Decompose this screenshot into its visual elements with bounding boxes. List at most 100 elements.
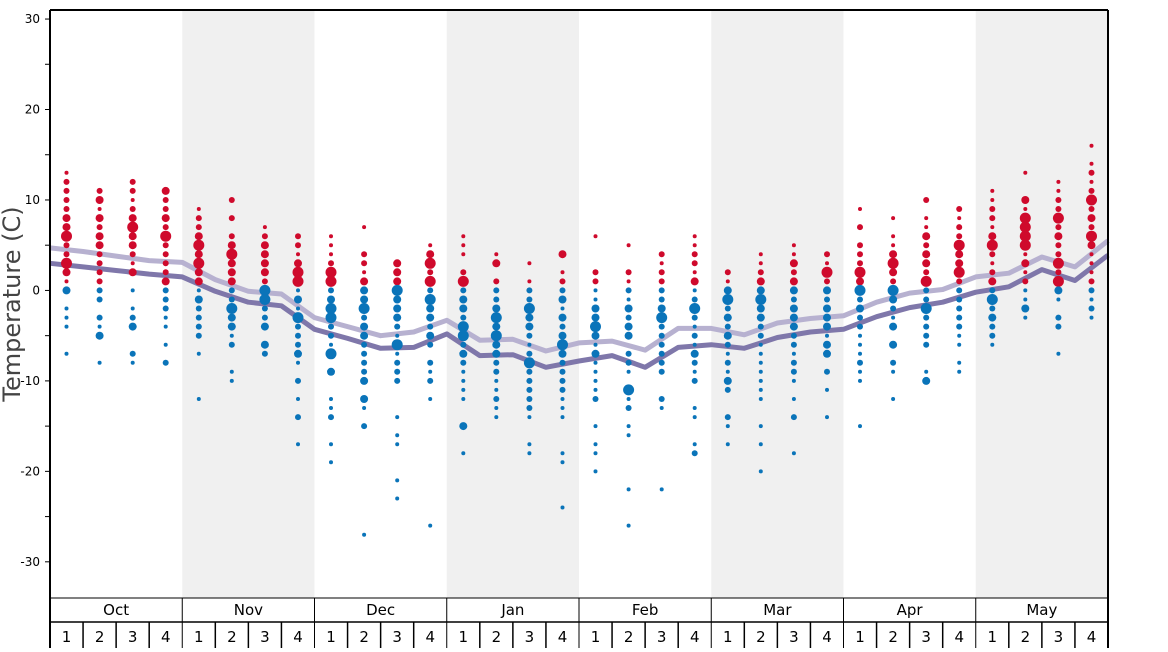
warm-dot xyxy=(292,266,304,278)
warm-dot xyxy=(63,206,70,212)
cold-dot xyxy=(325,303,337,314)
cold-dot xyxy=(657,304,666,313)
cold-dot xyxy=(789,304,798,313)
cold-dot xyxy=(461,369,466,374)
warm-dot xyxy=(195,215,202,222)
warm-dot xyxy=(461,234,466,239)
cold-dot xyxy=(129,314,136,321)
cold-dot xyxy=(990,342,995,347)
cold-dot xyxy=(723,331,732,340)
warm-dot xyxy=(362,225,367,230)
cold-dot xyxy=(922,376,931,385)
cold-dot xyxy=(296,288,300,293)
cold-dot xyxy=(558,349,567,358)
cold-dot xyxy=(724,341,731,348)
cold-dot xyxy=(956,296,963,303)
cold-dot xyxy=(957,360,962,365)
week-label: 4 xyxy=(558,628,568,646)
warm-dot xyxy=(725,279,730,284)
warm-dot xyxy=(96,224,103,231)
cold-dot xyxy=(724,323,731,330)
warm-dot xyxy=(890,278,897,285)
week-label: 1 xyxy=(194,628,204,646)
cold-dot xyxy=(593,297,598,302)
cold-dot xyxy=(296,442,300,447)
warm-dot xyxy=(891,216,896,221)
warm-dot xyxy=(424,275,436,287)
cold-dot xyxy=(327,295,335,304)
warm-dot xyxy=(194,268,203,277)
warm-dot xyxy=(955,250,964,259)
cold-dot xyxy=(558,313,567,322)
warm-dot xyxy=(756,277,765,286)
cold-dot xyxy=(361,368,368,375)
cold-dot xyxy=(626,523,631,528)
cold-dot xyxy=(96,287,103,294)
cold-dot xyxy=(461,378,466,383)
cold-dot xyxy=(790,368,797,375)
warm-dot xyxy=(328,260,334,267)
cold-dot xyxy=(658,296,665,303)
cold-dot xyxy=(956,314,963,321)
cold-dot xyxy=(362,532,367,537)
warm-dot xyxy=(228,215,235,222)
warm-dot xyxy=(1055,242,1062,249)
cold-dot xyxy=(891,369,896,374)
warm-dot xyxy=(1055,197,1062,203)
cold-dot xyxy=(393,295,402,304)
cold-dot xyxy=(459,422,468,431)
cold-dot xyxy=(229,369,234,374)
week-label: 2 xyxy=(888,628,898,646)
cold-dot xyxy=(1056,297,1061,302)
warm-dot xyxy=(362,270,367,275)
cold-dot xyxy=(791,397,796,401)
warm-dot xyxy=(260,250,269,259)
cold-dot xyxy=(227,322,236,331)
month-label: Oct xyxy=(103,601,129,619)
warm-dot xyxy=(922,259,931,268)
cold-dot xyxy=(789,286,798,295)
cold-dot xyxy=(394,368,401,375)
warm-dot xyxy=(325,266,337,278)
cold-dot xyxy=(691,332,698,339)
cold-dot xyxy=(658,350,665,357)
cold-dot xyxy=(294,295,302,304)
cold-dot xyxy=(97,360,102,365)
week-label: 3 xyxy=(525,628,535,646)
warm-dot xyxy=(1055,269,1062,276)
cold-dot xyxy=(394,323,401,330)
week-label: 2 xyxy=(492,628,502,646)
cold-dot xyxy=(756,286,765,295)
cold-dot xyxy=(494,378,499,383)
cold-dot xyxy=(592,396,599,402)
cold-dot xyxy=(857,359,863,366)
warm-dot xyxy=(889,250,898,259)
cold-dot xyxy=(325,312,337,324)
cold-dot xyxy=(625,287,632,294)
warm-dot xyxy=(95,232,104,241)
warm-dot xyxy=(130,261,135,266)
cold-dot xyxy=(755,294,767,305)
warm-dot xyxy=(1022,278,1029,285)
upper-line xyxy=(49,238,1110,354)
warm-dot xyxy=(1052,212,1064,224)
cold-dot xyxy=(295,377,301,384)
cold-dot xyxy=(558,295,567,304)
cold-dot xyxy=(490,312,502,324)
warm-dot xyxy=(227,241,236,250)
cold-dot xyxy=(559,359,566,366)
cold-dot xyxy=(559,386,566,393)
cold-dot xyxy=(724,305,731,312)
warm-dot xyxy=(325,275,337,287)
warm-dot xyxy=(923,197,930,203)
warm-dot xyxy=(97,207,102,211)
cold-dot xyxy=(526,350,533,357)
cold-dot xyxy=(361,359,368,366)
cold-dot xyxy=(195,332,202,339)
warm-dot xyxy=(990,261,995,266)
warm-dot xyxy=(1088,187,1095,194)
cold-dot xyxy=(591,313,600,322)
cold-dot xyxy=(625,359,632,366)
warm-dot xyxy=(194,250,203,259)
cold-dot xyxy=(625,350,632,357)
